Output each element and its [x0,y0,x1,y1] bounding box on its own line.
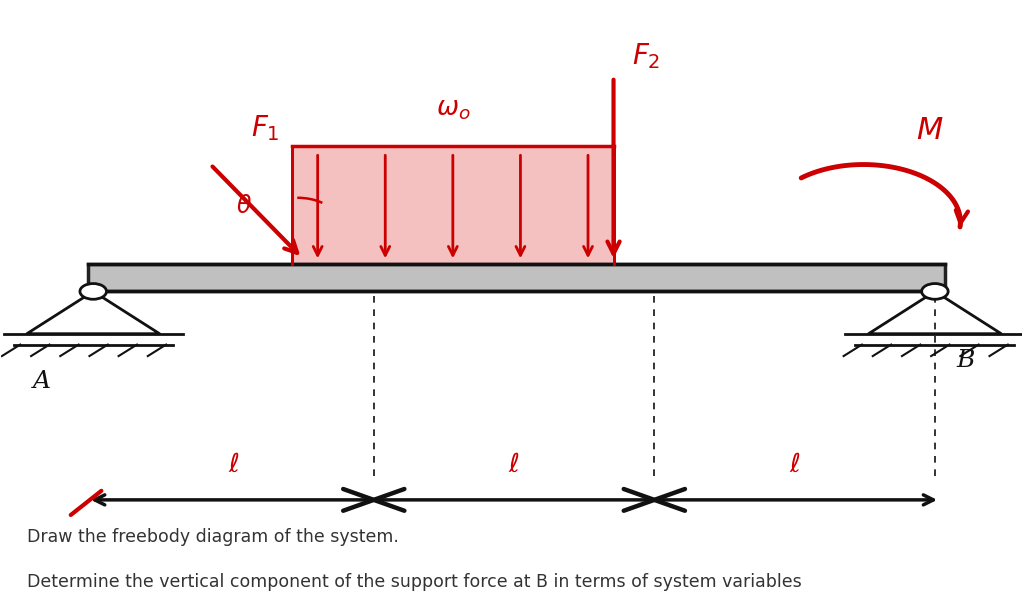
Text: $\omega_o$: $\omega_o$ [435,97,470,122]
Text: $\ell$: $\ell$ [227,452,240,477]
Text: Determine the vertical component of the support force at B in terms of system va: Determine the vertical component of the … [27,572,802,591]
Circle shape [922,283,948,299]
Text: $M$: $M$ [916,115,943,146]
Text: $\ell$: $\ell$ [508,452,520,477]
Text: Draw the freebody diagram of the system.: Draw the freebody diagram of the system. [27,529,398,546]
Text: A: A [33,370,51,393]
Circle shape [80,283,106,299]
Text: $\ell$: $\ell$ [788,452,801,477]
Text: $F_1$: $F_1$ [251,114,280,143]
Bar [88,264,945,291]
Text: B: B [956,349,975,372]
Text: $F_2$: $F_2$ [632,41,660,71]
Bar [292,146,613,264]
Text: $\theta$: $\theta$ [237,195,252,219]
